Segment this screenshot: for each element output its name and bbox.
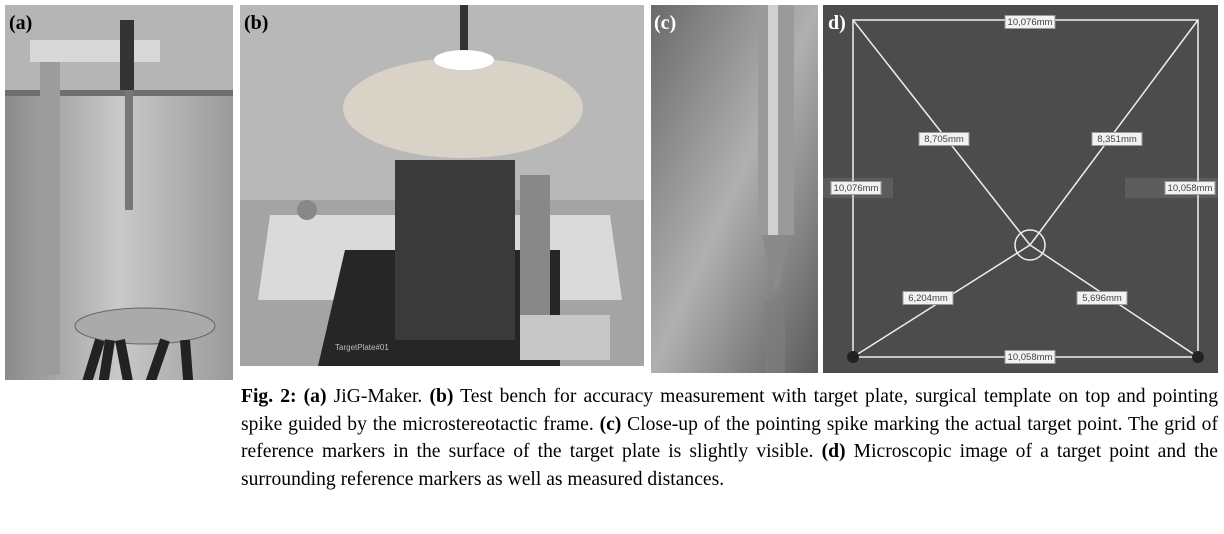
measurement-text: 8,705mm [924,134,964,145]
caption-part-label: (c) [600,414,622,435]
figure: (a) TargetPlate#01 (b) (c) [0,0,1224,380]
measurement-label: 10,058mm [1165,182,1215,195]
panel-b: TargetPlate#01 (b) [240,5,644,366]
measurement-label: 5,696mm [1077,292,1127,305]
measurement-label: 10,076mm [831,182,881,195]
caption-part-label: (b) [429,386,453,407]
panel-c: (c) [651,5,818,373]
measurement-label: 8,705mm [919,133,969,146]
measurement-text: 5,696mm [1082,293,1122,304]
panel-label: (b) [244,12,268,34]
panel-a: (a) [5,5,233,380]
panel-d: d) 10,076mm 8,705mm 8,351mm 10,076mm 10,058m… [823,5,1218,373]
measurement-text: 8,351mm [1097,134,1137,145]
page: (a) TargetPlate#01 (b) (c) [0,0,1224,534]
measurement-text: 10,058mm [1168,183,1213,194]
measurement-label: 6,204mm [903,292,953,305]
measurement-text: 10,076mm [834,183,879,194]
panel-label: (a) [9,12,32,34]
caption-text: JiG-Maker. [334,386,423,407]
caption-part-label: (a) [304,386,327,407]
measurement-label: 10,076mm [1005,16,1055,29]
measurement-text: 10,076mm [1008,17,1053,28]
panel-label: (c) [654,12,676,34]
measurement-label: 10,058mm [1005,351,1055,364]
measurement-text: 6,204mm [908,293,948,304]
caption-label: Fig. 2: [241,386,297,407]
measurement-text: 10,058mm [1008,352,1053,363]
caption-part-label: (d) [822,441,846,462]
plate-label: TargetPlate#01 [335,343,389,352]
measurement-label: 8,351mm [1092,133,1142,146]
caption: Fig. 2: (a) JiG-Maker. (b) Test bench fo… [241,383,1218,493]
panel-label: d) [828,12,846,34]
